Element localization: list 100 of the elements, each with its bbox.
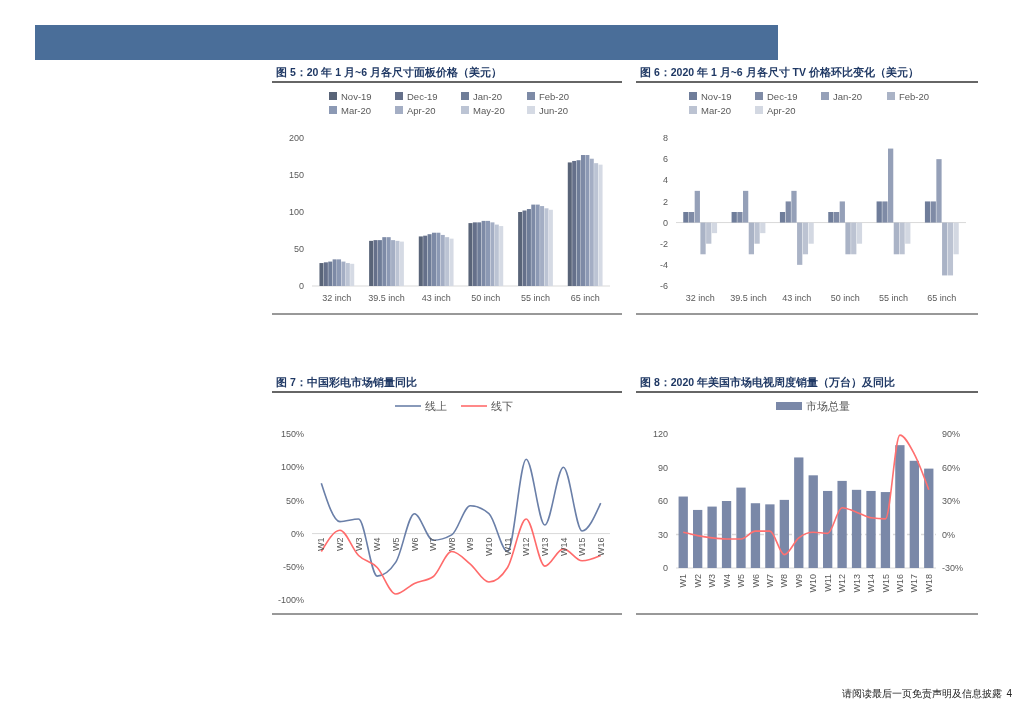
bar xyxy=(382,237,387,286)
x-tick-label: W9 xyxy=(793,574,804,588)
y-tick-label: -4 xyxy=(659,260,668,271)
legend-label: Nov-19 xyxy=(341,90,372,102)
bar xyxy=(893,222,899,255)
x-tick-label: W2 xyxy=(335,537,346,552)
bar xyxy=(418,236,423,286)
bar xyxy=(585,155,590,286)
legend-label: Apr-20 xyxy=(407,104,436,116)
legend-label: Mar-20 xyxy=(701,104,732,116)
chart-title: 图 5：20 年 1 月~6 月各尺寸面板价格（美元） xyxy=(276,66,502,79)
chart-title: 图 6：2020 年 1 月~6 月各尺寸 TV 价格环比变化（美元） xyxy=(640,66,919,79)
bar xyxy=(540,206,545,286)
bar xyxy=(481,220,486,286)
y-tick-label: 100 xyxy=(288,207,304,218)
y-tick-label: 100% xyxy=(280,462,304,473)
x-tick-label: W5 xyxy=(736,574,747,588)
bar xyxy=(535,204,540,286)
bar xyxy=(526,209,531,286)
bar xyxy=(472,222,477,286)
y-tick-label: 200 xyxy=(288,133,304,144)
y-tick-label: 90 xyxy=(657,462,668,473)
bar xyxy=(688,212,695,223)
bar xyxy=(477,222,482,286)
bar xyxy=(706,222,712,244)
y2-tick-label: 90% xyxy=(942,429,961,440)
x-tick-label: 65 inch xyxy=(927,293,957,303)
x-tick-label: W10 xyxy=(484,537,495,557)
bar xyxy=(743,190,749,223)
y-tick-label: 0% xyxy=(290,528,304,539)
bar xyxy=(736,487,746,568)
bar xyxy=(924,468,934,568)
bar xyxy=(828,212,834,223)
bar xyxy=(594,163,599,286)
y-tick-label: 50% xyxy=(285,495,304,506)
bar xyxy=(494,224,499,286)
bar xyxy=(947,222,954,276)
bar xyxy=(845,222,851,255)
bar xyxy=(936,159,942,223)
bar xyxy=(440,234,445,286)
x-tick-label: 32 inch xyxy=(685,293,715,303)
x-tick-label: W13 xyxy=(539,537,550,557)
x-tick-label: W8 xyxy=(779,574,790,588)
bar xyxy=(319,263,324,286)
x-tick-label: W17 xyxy=(909,574,920,593)
bar xyxy=(567,162,572,286)
x-tick-label: 39.5 inch xyxy=(730,293,767,303)
legend-label: Dec-19 xyxy=(767,90,798,102)
x-tick-label: 65 inch xyxy=(570,293,600,303)
y-tick-label: 60 xyxy=(657,496,668,507)
x-tick-label: 50 inch xyxy=(830,293,860,303)
x-tick-label: W3 xyxy=(353,537,364,552)
legend-label: 线下 xyxy=(491,399,513,412)
x-tick-label: W6 xyxy=(750,574,761,588)
y-tick-label: 2 xyxy=(662,196,668,207)
bar xyxy=(899,222,905,255)
y2-tick-label: 60% xyxy=(942,462,961,473)
x-tick-label: W14 xyxy=(558,537,569,557)
legend-label: 市场总量 xyxy=(806,399,850,412)
legend-label: Apr-20 xyxy=(767,104,796,116)
bar xyxy=(707,506,717,568)
bar xyxy=(721,501,732,568)
bar xyxy=(754,222,760,244)
x-tick-label: W8 xyxy=(446,537,457,552)
bar xyxy=(683,212,689,223)
bar xyxy=(589,158,594,286)
x-tick-label: W15 xyxy=(880,574,891,593)
bar xyxy=(731,212,737,223)
y2-tick-label: 0% xyxy=(942,529,956,540)
bar xyxy=(332,259,337,286)
x-tick-label: 32 inch xyxy=(322,293,352,303)
x-tick-label: 43 inch xyxy=(421,293,451,303)
chart-title: 图 7：中国彩电市场销量同比 xyxy=(276,376,417,389)
bar xyxy=(544,208,549,286)
bar xyxy=(895,445,905,568)
line-series xyxy=(320,458,602,577)
bar xyxy=(423,235,428,286)
bar xyxy=(866,490,876,568)
x-tick-label: W13 xyxy=(851,574,862,593)
bar xyxy=(580,155,585,286)
x-tick-label: W12 xyxy=(521,537,532,557)
bar xyxy=(750,503,761,568)
y-tick-label: 120 xyxy=(652,429,668,440)
y-tick-label: -6 xyxy=(659,281,668,292)
bar xyxy=(386,237,391,286)
y-tick-label: 150% xyxy=(280,429,304,440)
bar xyxy=(779,499,789,568)
bar xyxy=(823,490,833,568)
x-tick-label: W4 xyxy=(721,574,732,588)
bar xyxy=(391,240,396,286)
x-tick-label: W9 xyxy=(465,537,476,552)
y2-tick-label: -30% xyxy=(942,563,964,574)
x-tick-label: W11 xyxy=(502,537,513,556)
legend-label: Nov-19 xyxy=(701,90,732,102)
x-tick-label: W6 xyxy=(409,537,420,552)
bar xyxy=(531,204,536,286)
bar xyxy=(576,160,581,286)
x-tick-label: W12 xyxy=(837,574,848,593)
x-tick-label: 55 inch xyxy=(520,293,551,303)
y-tick-label: 0 xyxy=(298,281,304,292)
